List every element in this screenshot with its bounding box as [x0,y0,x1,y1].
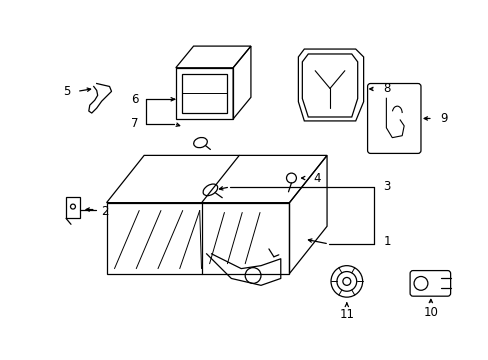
Text: 9: 9 [439,112,447,125]
Text: 1: 1 [383,235,390,248]
Text: 10: 10 [423,306,437,319]
Text: 7: 7 [130,117,138,130]
Text: 3: 3 [383,180,390,193]
Text: 4: 4 [313,171,320,185]
Bar [66,197,80,219]
Text: 8: 8 [383,82,390,95]
Text: 2: 2 [101,205,108,218]
Bar [182,74,227,113]
Text: 5: 5 [62,85,70,98]
Text: 11: 11 [339,309,354,321]
Text: 6: 6 [130,93,138,106]
